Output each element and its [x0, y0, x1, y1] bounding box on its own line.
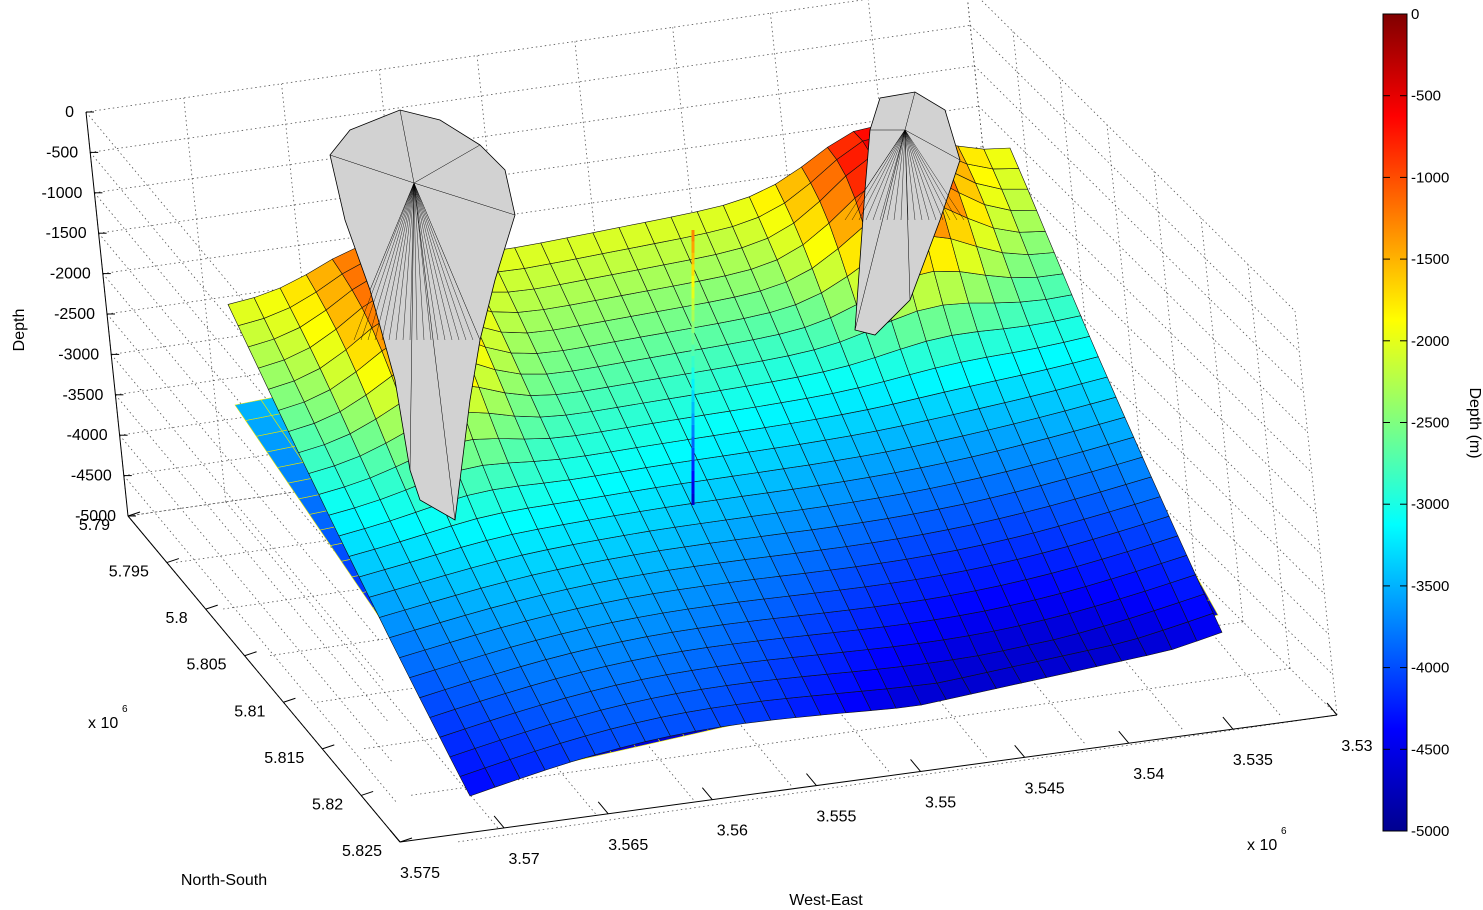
colorbar-tick-label: -3000: [1411, 496, 1449, 513]
y-tick-label: 5.81: [234, 703, 265, 720]
x-axis-label: West-East: [789, 892, 863, 909]
svg-text:6: 6: [122, 704, 128, 715]
z-tick-label: -4500: [71, 468, 112, 485]
colorbar-tick-label: -2000: [1411, 333, 1449, 350]
x-tick-labels: 3.53 3.535 3.54 3.545 3.55 3.555 3.56 3.565 3.57…: [389, 702, 1373, 882]
y-exponent-label: x 10 6: [88, 704, 128, 732]
x-tick: [597, 801, 609, 815]
surface-cell: [983, 147, 1020, 170]
svg-text:x 10: x 10: [88, 715, 118, 732]
x-tick-label: 3.57: [509, 851, 540, 868]
x-axis-line: [399, 714, 1338, 843]
colorbar-tick-label: -1500: [1411, 251, 1449, 268]
y-tick: [166, 558, 180, 564]
y-tick-label: 5.79: [79, 517, 110, 534]
colorbar-tick-label: -3500: [1411, 578, 1449, 595]
y-axis-line: [127, 515, 401, 843]
x-tick: [1326, 702, 1338, 716]
salt-bodies: [329, 91, 965, 521]
colorbar-label: Depth (m): [1466, 387, 1483, 458]
x-tick: [806, 773, 817, 786]
y-tick-label: 5.795: [109, 564, 149, 581]
colorbar-tick-label: 0: [1411, 6, 1419, 23]
y-tick: [322, 744, 335, 750]
y-tick: [360, 790, 374, 796]
z-tick-label: -500: [46, 144, 78, 161]
x-tick-label: 3.535: [1233, 752, 1273, 769]
y-tick: [127, 511, 141, 517]
y-tick-label: 5.8: [165, 610, 187, 627]
svg-text:6: 6: [1281, 826, 1287, 837]
y-tick: [244, 651, 257, 657]
x-tick-label: 3.53: [1341, 738, 1372, 755]
colorbar: 0 -500 -1000 -1500 -2000 -2500 -3000 -3500 -4000…: [1382, 6, 1483, 840]
x-tick-label: 3.545: [1025, 780, 1065, 797]
x-tick: [701, 787, 713, 800]
x-tick-label: 3.565: [608, 837, 648, 854]
x-exponent-label: x 10 6: [1247, 826, 1287, 854]
y-tick-label: 5.82: [312, 796, 343, 813]
y-tick: [205, 604, 218, 610]
colorbar-tick-label: -500: [1411, 88, 1441, 105]
z-tick-labels: 0 -500 -1000 -1500 -2000 -2500 -3000 -3500 -4000…: [41, 104, 136, 525]
z-tick-label: -3000: [58, 346, 99, 363]
x-tick: [1014, 745, 1026, 758]
z-tick-label: -5000: [75, 508, 116, 525]
z-tick-label: -2000: [50, 266, 91, 283]
x-tick-label: 3.575: [400, 865, 440, 882]
y-tick: [399, 837, 413, 843]
colorbar-tick-label: -1000: [1411, 169, 1449, 186]
x-tick: [1222, 716, 1234, 730]
salt-body-right: [844, 91, 965, 336]
x-tick: [493, 815, 505, 829]
z-axis-label: Depth: [11, 309, 28, 352]
colorbar-ticks: 0 -500 -1000 -1500 -2000 -2500 -3000 -3500 -4000…: [1383, 6, 1449, 840]
x-tick-label: 3.55: [925, 794, 956, 811]
z-tick-label: -2500: [54, 306, 95, 323]
y-tick-label: 5.825: [342, 843, 382, 860]
colorbar-tick-label: -2500: [1411, 415, 1449, 432]
y-tick-labels: 5.79 5.795 5.8 5.805 5.81 5.815 5.82 5.825: [79, 511, 413, 860]
y-tick-label: 5.805: [187, 657, 227, 674]
x-tick: [1118, 730, 1130, 744]
x-tick-label: 3.555: [816, 809, 856, 826]
colorbar-tick-label: -4500: [1411, 741, 1449, 758]
salt-body-left: [329, 109, 516, 521]
y-tick-label: 5.815: [264, 750, 304, 767]
z-tick-label: -1000: [41, 185, 82, 202]
x-tick-label: 3.56: [717, 823, 748, 840]
z-tick-label: -3500: [62, 387, 103, 404]
colorbar-tick-label: -5000: [1411, 823, 1449, 840]
x-tick-label: 3.54: [1133, 766, 1164, 783]
x-tick: [910, 759, 921, 772]
colorbar-tick-label: -4000: [1411, 660, 1449, 677]
svg-text:x 10: x 10: [1247, 837, 1277, 854]
y-axis-label: North-South: [181, 872, 267, 889]
x-tick: [389, 829, 401, 843]
z-tick-label: -1500: [46, 225, 87, 242]
z-tick-label: -4000: [67, 427, 108, 444]
y-tick: [283, 697, 296, 703]
z-tick-label: 0: [65, 104, 74, 121]
